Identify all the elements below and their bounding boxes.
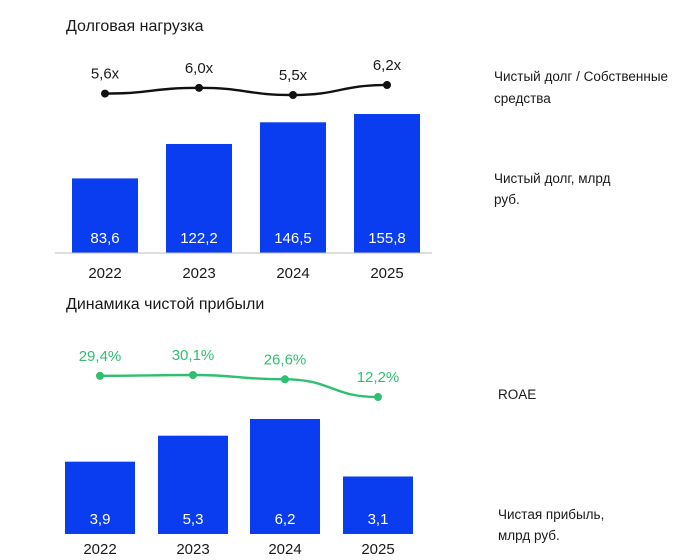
legend-debt-equity: Чистый долг / Собственные средства [494,69,672,106]
debt-equity-point-2022 [101,89,109,98]
x-tick-2025: 2025 [370,265,403,282]
legend-debt-equity-line-1: Чистый долг / Собственные [494,69,668,84]
x-tick-2024: 2024 [276,265,309,282]
bar-2022 [65,461,135,534]
roae-point-2022 [96,371,104,380]
x-tick-2025: 2025 [361,541,394,558]
roae-point-label-2025: 12,2% [357,369,400,386]
debt-equity-point-2025 [383,81,391,89]
debt-equity-point-2024 [289,91,297,99]
net-profit-chart: Динамика чистой прибыли 3,9 5,3 6,2 3,1 29,… [65,296,608,558]
bar-label-2022: 3,9 [90,511,111,528]
bar-label-2023: 5,3 [183,511,204,528]
debt-load-chart: Долговая нагрузка 83,6 122,2 146,5 155,8 5,… [55,18,672,282]
bar-label-2025: 3,1 [368,511,389,528]
x-tick-2023: 2023 [182,265,215,282]
legend-net-debt: Чистый долг, млрд руб. [494,171,614,207]
legend-net-debt-line-2: руб. [494,192,520,207]
bar-2022 [72,178,138,253]
bar-label-2024: 6,2 [275,511,296,528]
roae-point-label-2024: 26,6% [264,351,307,368]
debt-equity-line [104,83,388,97]
x-tick-2023: 2023 [176,541,209,558]
debt-equity-point-label-2022: 5,6х [91,66,120,83]
debt-chart-title: Долговая нагрузка [66,18,204,35]
roae-point-2024 [281,375,289,384]
legend-net-profit-line-1: Чистая прибыль, [498,507,604,522]
roae-line [99,373,379,399]
debt-equity-point-label-2024: 5,5х [279,67,308,84]
bar-2024 [250,419,320,534]
roae-point-label-2023: 30,1% [172,347,215,364]
legend-roae-line-1: ROAE [498,387,536,402]
bar-label-2022: 83,6 [90,230,119,247]
bar-2023 [158,435,228,534]
bar-2025 [343,476,413,534]
bar-2025 [354,114,420,253]
roae-point-label-2022: 29,4% [79,348,122,365]
debt-equity-point-label-2023: 6,0х [185,60,214,77]
debt-equity-point-label-2025: 6,2х [373,57,402,74]
legend-net-debt-line-1: Чистый долг, млрд [494,171,611,186]
bar-label-2023: 122,2 [180,230,218,247]
roae-point-2023 [189,371,197,379]
x-tick-2024: 2024 [268,541,301,558]
bar-label-2024: 146,5 [274,230,312,247]
x-tick-2022: 2022 [83,541,116,558]
legend-roae: ROAE [498,387,536,402]
profit-chart-title: Динамика чистой прибыли [66,296,264,313]
x-tick-2022: 2022 [88,265,121,282]
debt-equity-point-2023 [195,83,203,92]
roae-point-2025 [374,393,382,401]
legend-net-profit: Чистая прибыль, млрд руб. [498,507,608,543]
bar-2023 [166,143,232,253]
legend-debt-equity-line-2: средства [494,91,551,106]
bar-2024 [260,122,326,253]
bar-label-2025: 155,8 [368,230,406,247]
legend-net-profit-line-2: млрд руб. [498,528,560,543]
